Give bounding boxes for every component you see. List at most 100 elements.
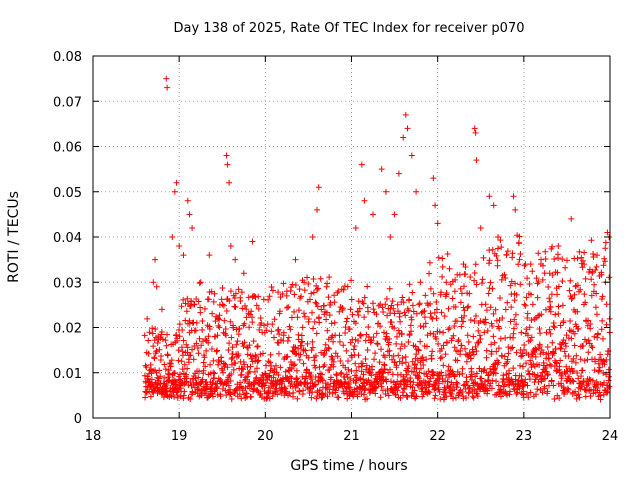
data-point: [306, 296, 313, 303]
data-point: [524, 332, 531, 339]
data-point: [346, 379, 353, 386]
data-point: [206, 326, 213, 333]
data-point: [504, 356, 511, 363]
data-point: [415, 375, 422, 382]
data-point: [294, 314, 301, 321]
data-point: [596, 389, 603, 396]
data-point: [364, 346, 371, 353]
data-point: [244, 364, 251, 371]
y-tick-label: 0.03: [53, 276, 82, 291]
data-point: [154, 339, 161, 346]
data-point: [569, 295, 576, 302]
data-point: [599, 335, 606, 342]
data-point: [374, 341, 381, 348]
data-point: [461, 307, 468, 314]
data-point: [404, 381, 411, 388]
data-point: [294, 395, 301, 402]
data-point: [441, 313, 448, 320]
data-point: [325, 344, 332, 351]
data-point: [186, 211, 193, 218]
data-point: [427, 285, 434, 292]
data-point: [308, 376, 315, 383]
data-point: [150, 279, 157, 286]
data-point: [347, 306, 354, 313]
data-point: [203, 347, 210, 354]
data-point: [472, 261, 479, 268]
data-point: [603, 321, 610, 328]
data-point: [508, 304, 515, 311]
y-tick-label: 0.08: [53, 50, 82, 65]
data-point: [285, 303, 292, 310]
data-point: [178, 303, 185, 310]
y-tick-label: 0.02: [53, 322, 82, 337]
data-point: [457, 285, 464, 292]
data-point: [499, 315, 506, 322]
data-point: [423, 356, 430, 363]
data-point: [522, 376, 529, 383]
data-point: [350, 346, 357, 353]
data-point: [316, 314, 323, 321]
data-point: [423, 343, 430, 350]
data-point: [581, 261, 588, 268]
data-point: [344, 358, 351, 365]
data-point: [582, 275, 589, 282]
data-point: [516, 240, 523, 247]
x-tick-label: 21: [343, 429, 360, 444]
data-point: [413, 188, 420, 195]
data-point: [355, 352, 362, 359]
data-point: [417, 365, 424, 372]
data-point: [342, 324, 349, 331]
data-point: [361, 197, 368, 204]
data-point: [311, 357, 318, 364]
data-point: [255, 305, 262, 312]
data-point: [260, 296, 267, 303]
data-point: [518, 329, 525, 336]
data-point: [400, 299, 407, 306]
data-point: [181, 388, 188, 395]
data-point: [598, 271, 605, 278]
data-point: [528, 334, 535, 341]
data-point: [429, 315, 436, 322]
x-tick-label: 20: [257, 429, 274, 444]
data-point: [534, 386, 541, 393]
data-point: [549, 272, 556, 279]
data-point: [456, 271, 463, 278]
data-point: [436, 328, 443, 335]
data-point: [593, 311, 600, 318]
data-point: [524, 275, 531, 282]
data-point: [548, 377, 555, 384]
data-points: [141, 75, 613, 403]
data-point: [547, 330, 554, 337]
data-point: [368, 372, 375, 379]
data-point: [296, 387, 303, 394]
data-point: [527, 261, 534, 268]
data-point: [379, 304, 386, 311]
data-point: [304, 340, 311, 347]
data-point: [183, 308, 190, 315]
data-point: [173, 331, 180, 338]
data-point: [358, 161, 365, 168]
data-point: [465, 339, 472, 346]
data-point: [486, 285, 493, 292]
data-point: [565, 386, 572, 393]
data-point: [210, 298, 217, 305]
data-point: [405, 339, 412, 345]
gridlines: [93, 56, 610, 418]
data-point: [228, 356, 235, 363]
data-point: [564, 385, 571, 392]
data-point: [440, 362, 447, 369]
x-tick-label: 24: [602, 429, 619, 444]
data-point: [555, 310, 562, 317]
data-point: [245, 370, 252, 377]
data-point: [551, 324, 558, 331]
data-point: [599, 317, 606, 324]
data-point: [276, 308, 283, 315]
data-point: [370, 211, 377, 218]
data-point: [350, 391, 357, 398]
data-point: [227, 318, 234, 325]
data-point: [179, 348, 186, 355]
data-point: [271, 316, 278, 323]
data-point: [459, 365, 466, 372]
data-point: [152, 256, 159, 263]
data-point: [440, 342, 447, 349]
